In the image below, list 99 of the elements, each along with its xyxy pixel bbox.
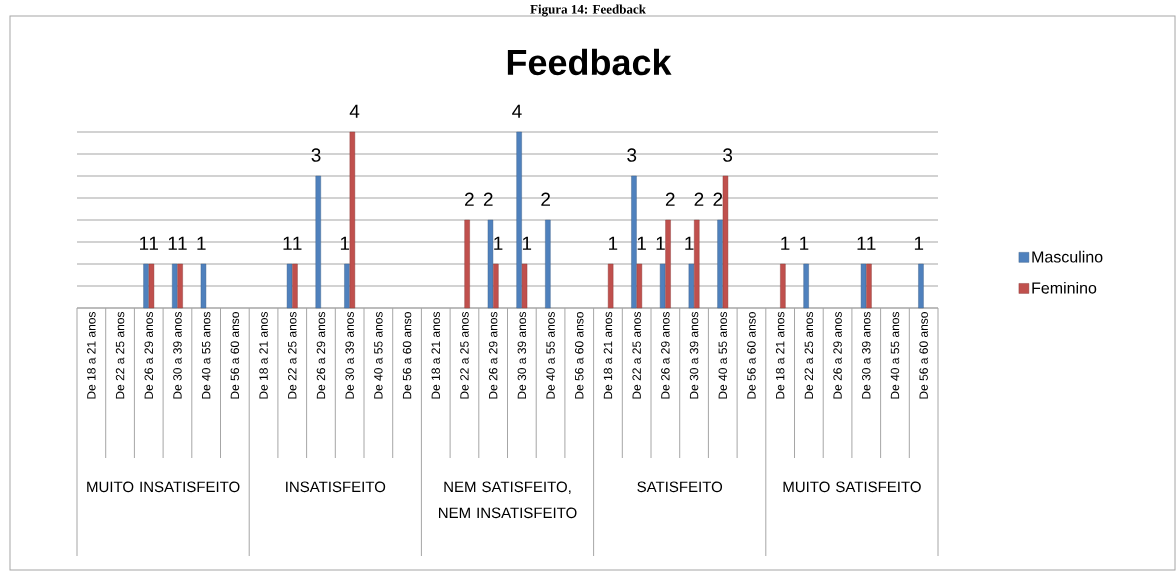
x-tick-label: De 18 a 21 anos	[431, 311, 440, 399]
x-tick-label: De 18 a 21 anos	[259, 311, 268, 399]
data-label: 3	[311, 148, 321, 162]
bar	[487, 219, 494, 309]
data-label: 1	[609, 236, 618, 250]
x-tick-label: De 18 a 21 anos	[603, 311, 613, 399]
x-tick-label: De 56 a 60 anso	[402, 312, 412, 399]
bar	[464, 219, 470, 309]
data-label: 1	[914, 236, 924, 250]
bar	[493, 263, 499, 309]
bar	[665, 219, 671, 309]
data-label: 3	[627, 148, 637, 162]
data-label: 1	[293, 236, 302, 250]
x-tick-label: De 30 a 39 anos	[862, 311, 871, 399]
x-tick-label: De 56 a 60 anso	[575, 312, 584, 399]
text: MUITO SATISFEITO	[783, 481, 921, 493]
text: Figura 14: Feedback	[530, 4, 646, 17]
bar	[694, 219, 700, 309]
x-tick-label: De 26 a 29 anos	[316, 311, 326, 399]
legend-label: Masculino	[1032, 250, 1103, 263]
x-tick-label: De 18 a 21 anos	[775, 311, 785, 399]
bar	[172, 263, 178, 309]
bar	[292, 263, 298, 309]
bar	[315, 175, 321, 309]
bar	[607, 263, 614, 309]
bar	[521, 263, 528, 309]
data-label: 1	[637, 236, 646, 250]
x-tick-label: De 30 a 39 anos	[689, 311, 699, 399]
bar	[722, 175, 729, 309]
data-label: 1	[781, 236, 790, 250]
x-tick-label: De 18 a 21 anos	[87, 311, 96, 399]
bar	[349, 131, 356, 309]
x-tick-label: De 40 a 55 anos	[201, 311, 211, 399]
bar	[780, 263, 786, 309]
data-label: 1	[197, 236, 206, 250]
data-label: 2	[694, 192, 704, 206]
data-label: 2	[541, 192, 550, 206]
data-label: 2	[665, 192, 675, 206]
x-tick-label: De 40 a 55 anos	[718, 311, 727, 399]
text: NEM SATISFEITO, NEM INSATISFEITO	[439, 481, 577, 519]
bar	[286, 263, 293, 309]
text: SATISFEITO	[637, 481, 723, 493]
data-label: 1	[178, 236, 187, 250]
data-label: 3	[723, 148, 733, 162]
x-tick-label: De 30 a 39 anos	[517, 311, 527, 399]
x-tick-label: De 30 a 39 anos	[345, 311, 354, 399]
data-label: 4	[512, 104, 522, 118]
x-tick-label: De 40 a 55 anos	[546, 311, 555, 399]
x-tick-label: De 40 a 55 anos	[890, 311, 900, 399]
bar	[200, 263, 207, 309]
bar	[659, 263, 666, 309]
data-label: 1	[283, 236, 292, 250]
bar	[177, 263, 183, 309]
x-tick-label: De 56 a 60 anso	[230, 312, 240, 399]
bar	[631, 175, 637, 309]
bar	[545, 219, 551, 309]
data-label: 1	[656, 236, 665, 250]
x-tick-label: De 26 a 29 anos	[833, 311, 842, 399]
x-tick-label: De 26 a 29 anos	[144, 311, 153, 399]
bar	[866, 263, 872, 309]
bar	[918, 263, 924, 309]
x-tick-label: De 56 a 60 anso	[747, 312, 756, 399]
bar	[143, 263, 149, 309]
data-label: 1	[800, 236, 809, 250]
x-tick-label: De 22 a 25 anos	[288, 311, 297, 399]
data-label: 1	[867, 236, 876, 250]
data-label: 2	[483, 192, 493, 206]
data-label: 1	[522, 236, 532, 250]
data-label: 1	[685, 236, 694, 250]
x-tick-label: De 26 a 29 anos	[661, 311, 670, 399]
bar	[688, 263, 695, 309]
x-tick-label: De 22 a 25 anos	[115, 311, 125, 399]
data-label: 2	[713, 192, 723, 206]
data-label: 1	[140, 236, 149, 250]
bar	[516, 131, 522, 309]
bar	[803, 263, 809, 309]
bar	[344, 263, 350, 309]
x-tick-label: De 22 a 25 anos	[632, 311, 641, 399]
bar	[636, 263, 643, 309]
data-label: 4	[349, 104, 360, 118]
x-tick-label: De 22 a 25 anos	[804, 311, 814, 399]
chart-title: Feedback	[507, 48, 672, 76]
x-tick-label: De 26 a 29 anos	[488, 311, 498, 399]
data-label: 1	[494, 236, 503, 250]
x-tick-label: De 56 a 60 anso	[919, 312, 928, 399]
data-label: 1	[340, 236, 350, 250]
x-tick-label: De 40 a 55 anos	[374, 311, 383, 399]
x-tick-label: De 30 a 39 anos	[173, 311, 182, 399]
legend-label: Feminino	[1032, 281, 1097, 294]
x-tick-label: De 22 a 25 anos	[460, 311, 469, 399]
data-label: 1	[149, 236, 158, 250]
text: MUITO INSATISFEITO	[87, 481, 240, 493]
text: INSATISFEITO	[286, 481, 386, 493]
data-label: 1	[857, 236, 866, 250]
data-label: 2	[465, 192, 474, 206]
bar	[860, 263, 867, 309]
bar	[148, 263, 155, 309]
bar	[717, 219, 723, 309]
data-label: 1	[168, 236, 177, 250]
